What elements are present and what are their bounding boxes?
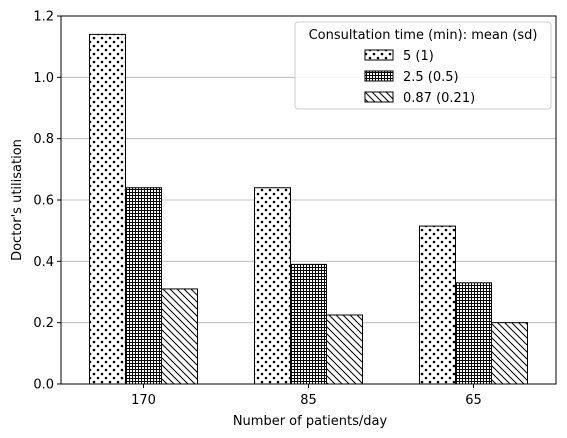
legend-title: Consultation time (min): mean (sd) (309, 28, 538, 43)
x-tick-label: 170 (131, 393, 156, 408)
bar (491, 322, 528, 385)
y-tick-label: 0.0 (33, 378, 54, 393)
legend-swatch (364, 49, 394, 61)
bar (455, 282, 492, 385)
bar (161, 288, 198, 385)
legend: Consultation time (min): mean (sd) 5 (1)… (294, 21, 552, 110)
y-tick-label: 0.6 (33, 194, 54, 209)
x-axis: 170 85 65 (131, 384, 482, 408)
x-tick-label: 85 (300, 393, 317, 408)
bars (89, 33, 528, 385)
y-tick-label: 0.4 (33, 255, 54, 270)
y-axis: 0.0 0.2 0.4 0.6 0.8 1.0 1.2 (33, 10, 61, 393)
bar (419, 225, 456, 385)
bar (89, 33, 126, 385)
x-tick-label: 65 (465, 393, 482, 408)
legend-box (294, 21, 552, 110)
y-tick-label: 1.0 (33, 71, 54, 86)
y-tick-label: 0.8 (33, 132, 54, 147)
bar (326, 314, 363, 385)
legend-items: 5 (1) 2.5 (0.5) 0.87 (0.21) (364, 49, 475, 106)
legend-swatch (364, 70, 394, 82)
y-axis-label: Doctor's utilisation (10, 139, 25, 261)
x-axis-label: Number of patients/day (233, 414, 388, 429)
bar (125, 187, 162, 385)
y-tick-label: 1.2 (33, 10, 54, 25)
legend-label: 0.87 (0.21) (403, 91, 475, 106)
legend-swatch (364, 91, 394, 103)
legend-label: 5 (1) (403, 49, 434, 64)
legend-label: 2.5 (0.5) (403, 70, 459, 85)
y-tick-label: 0.2 (33, 316, 54, 331)
bar (254, 187, 291, 385)
bar (290, 263, 327, 385)
